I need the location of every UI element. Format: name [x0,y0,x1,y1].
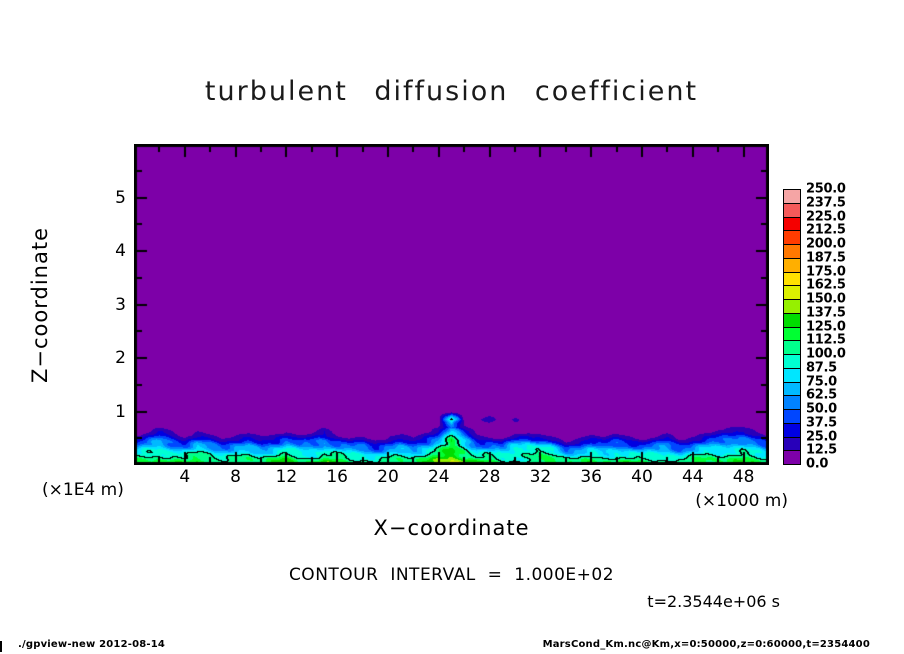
colorbar-label: 75.0 [806,374,837,389]
x-axis-title: X−coordinate [373,516,530,540]
footer-program-stamp: ./gpview-new 2012-08-14 [18,639,166,650]
colorbar-label: 212.5 [806,222,846,238]
y-axis-title-text: Z−coordinate [28,227,52,383]
page-edge-mark [0,641,2,652]
colorbar-label: 0.0 [806,456,829,472]
colorbar-cell [783,244,801,259]
contour-interval-note: CONTOUR INTERVAL = 1.000E+02 [288,565,615,585]
y-tick-label: 2 [115,348,126,368]
colorbar-cell [783,381,801,397]
y-axis-unit: (×1E4 m) [42,480,124,500]
colorbar-label: 112.5 [806,332,846,348]
colorbar-label: 200.0 [806,236,846,252]
colorbar-cell [783,202,801,218]
colorbar-cell [783,395,801,410]
x-tick-label: 40 [631,467,653,487]
x-tick-label: 48 [732,467,755,487]
colorbar-label: 250.0 [806,181,846,197]
colorbar-cell [783,285,801,300]
y-tick-label: 1 [115,401,126,422]
colorbar-cell [783,230,801,245]
colorbar [783,189,801,465]
x-tick-label: 24 [427,467,450,487]
x-tick-label: 44 [681,467,704,487]
colorbar-label: 187.5 [806,250,846,266]
footer-file-stamp: MarsCond_Km.nc@Km,x=0:50000,z=0:60000,t=… [542,639,870,650]
colorbar-label: 25.0 [806,429,837,444]
colorbar-label: 100.0 [806,346,846,362]
x-tick-label: 12 [275,467,298,487]
colorbar-cell [783,312,801,328]
colorbar-cell [783,340,801,355]
x-tick-label: 8 [230,467,242,487]
colorbar-label: 137.5 [806,305,846,321]
colorbar-cell [783,450,801,465]
x-tick-label: 36 [580,467,603,487]
colorbar-label: 237.5 [806,195,846,211]
x-tick-label: 32 [529,467,552,487]
colorbar-cell [783,436,801,452]
x-axis-unit: (×1000 m) [695,491,788,511]
colorbar-label: 50.0 [806,401,837,417]
colorbar-cell [783,257,801,273]
colorbar-cell [783,216,801,232]
y-tick-label: 4 [115,241,126,261]
colorbar-cell [783,354,801,369]
colorbar-cell [783,326,801,342]
colorbar-label: 37.5 [806,415,837,431]
heatmap-canvas [134,144,769,465]
colorbar-label: 150.0 [806,291,846,307]
x-tick-label: 28 [478,467,501,487]
x-tick-label: 16 [326,467,349,487]
colorbar-label: 125.0 [806,319,846,334]
colorbar-label: 12.5 [806,442,837,458]
y-tick-label: 3 [115,294,126,315]
y-tick-label: 5 [115,187,126,208]
colorbar-label: 87.5 [806,360,837,376]
colorbar-label: 62.5 [806,387,837,403]
plot-title: turbulent diffusion coefficient [204,76,699,107]
colorbar-cell [783,367,801,383]
colorbar-label: 162.5 [806,277,846,293]
x-tick-label: 4 [179,467,191,487]
colorbar-label: 225.0 [806,209,846,224]
colorbar-cell [783,189,801,204]
colorbar-cell [783,422,801,438]
colorbar-cell [783,409,801,424]
time-annotation: t=2.3544e+06 s [647,592,780,611]
x-tick-label: 20 [377,467,399,487]
colorbar-cell [783,271,801,287]
colorbar-cell [783,299,801,314]
colorbar-label: 175.0 [806,264,846,279]
